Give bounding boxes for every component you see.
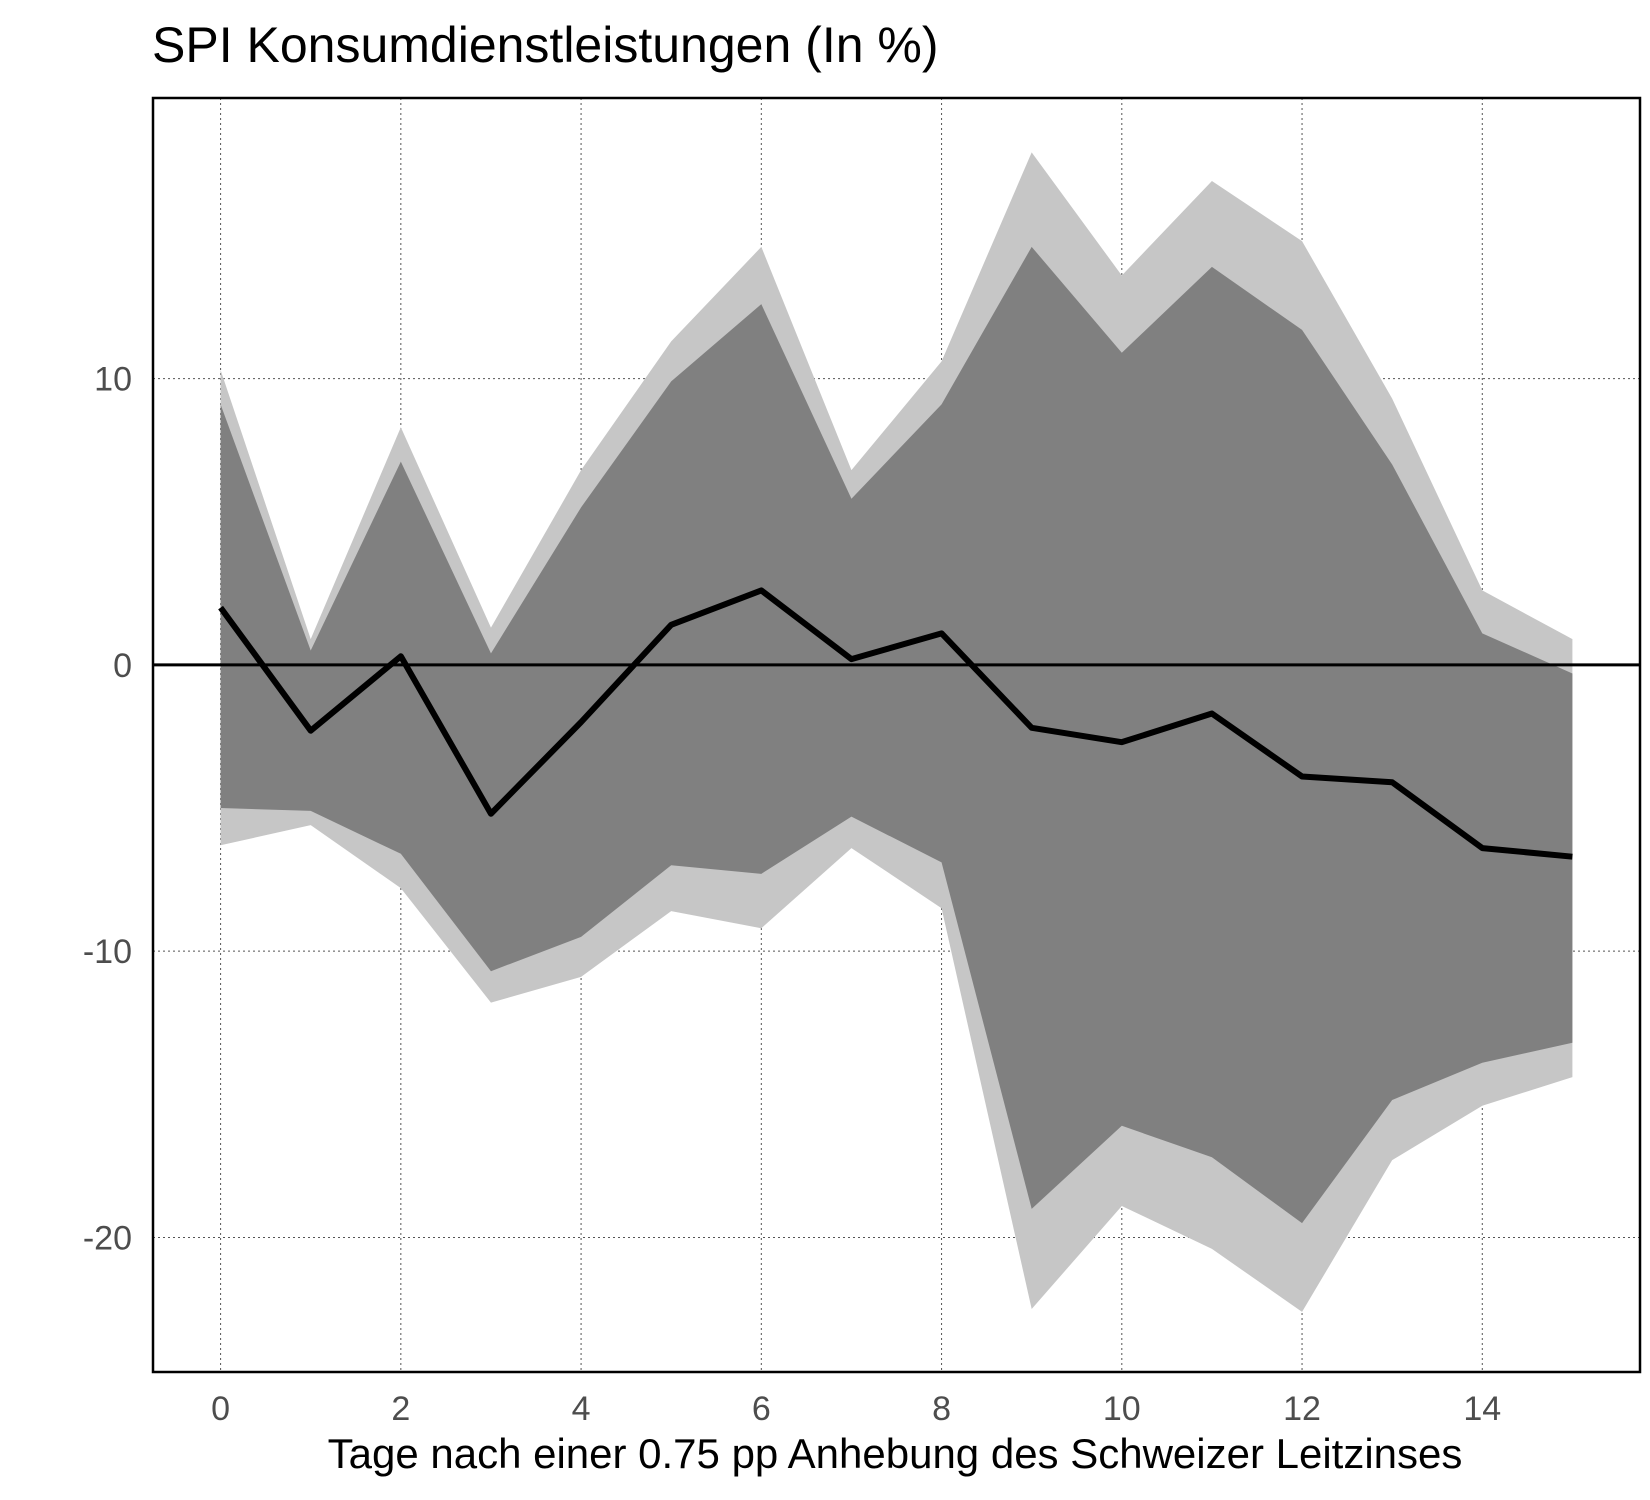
x-tick-label: 8 xyxy=(932,1390,951,1428)
y-tick-label: 10 xyxy=(94,361,132,399)
tick-labels: 0 2 4 6 8 10 12 14 -20 -10 0 10 xyxy=(83,361,1501,1428)
x-tick-label: 10 xyxy=(1103,1390,1141,1428)
lines xyxy=(153,587,1640,860)
inner-band xyxy=(220,246,1573,1224)
x-tick-label: 4 xyxy=(572,1390,591,1428)
chart-title: SPI Konsumdienstleistungen (In %) xyxy=(152,17,939,73)
plot-frame xyxy=(151,96,1642,1374)
y-tick-label: 0 xyxy=(113,647,132,685)
x-axis-label: Tage nach einer 0.75 pp Anhebung des Sch… xyxy=(328,1430,1463,1477)
x-tick-label: 14 xyxy=(1463,1390,1501,1428)
y-tick-label: -20 xyxy=(83,1219,132,1257)
x-tick-label: 2 xyxy=(391,1390,410,1428)
x-tick-label: 0 xyxy=(211,1390,230,1428)
estimate-line xyxy=(218,587,1573,860)
x-tick-label: 12 xyxy=(1283,1390,1321,1428)
x-tick-label: 6 xyxy=(752,1390,771,1428)
bands xyxy=(220,152,1573,1312)
y-tick-label: -10 xyxy=(83,933,132,971)
